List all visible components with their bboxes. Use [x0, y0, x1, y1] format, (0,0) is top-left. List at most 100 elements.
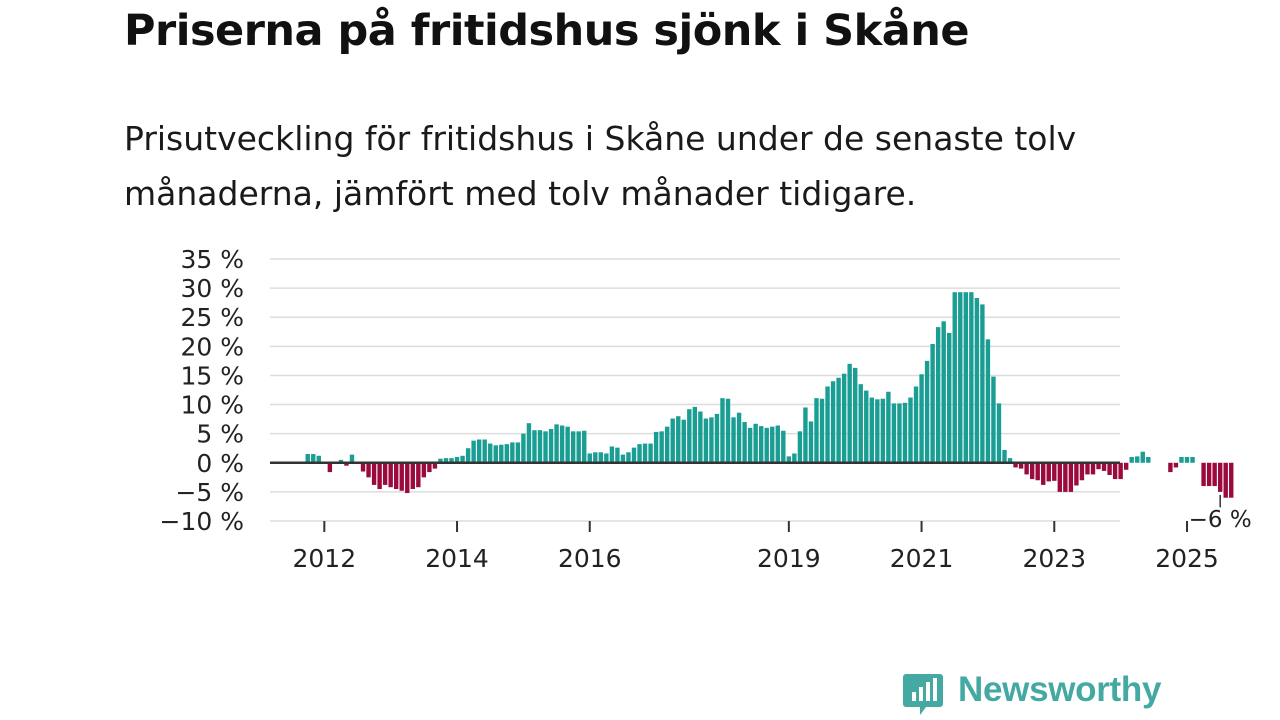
bar [499, 444, 504, 463]
bar [366, 462, 371, 478]
bar [1101, 462, 1107, 471]
bar [758, 426, 764, 463]
bar [880, 398, 886, 463]
bar [515, 442, 521, 463]
bar [609, 446, 615, 463]
bar [1112, 462, 1118, 480]
bar [996, 403, 1002, 463]
bar [559, 425, 565, 463]
chart-subtitle: Prisutveckling för fritidshus i Skåne un… [124, 119, 1077, 213]
x-tick-label: 2025 [1155, 544, 1219, 573]
bar [504, 444, 510, 463]
bar [1057, 462, 1063, 492]
bar [432, 462, 438, 469]
bar [725, 398, 731, 463]
annotation-label: −6 % [1189, 507, 1252, 533]
bar [991, 376, 996, 463]
bar [935, 327, 941, 463]
bar [1068, 462, 1074, 492]
bar [714, 413, 720, 463]
bar [947, 332, 952, 463]
bar [1173, 462, 1179, 468]
bar [1018, 462, 1024, 469]
bar [952, 292, 957, 463]
bar [864, 390, 869, 463]
bar [460, 455, 465, 463]
x-tick-label: 2019 [757, 544, 821, 573]
bar [836, 377, 841, 463]
bar [869, 397, 874, 463]
bars [305, 292, 1234, 498]
bar [615, 447, 620, 463]
bar [1007, 458, 1013, 463]
bar [642, 443, 648, 463]
bar [1146, 456, 1151, 463]
bar [410, 462, 415, 489]
bar [803, 407, 808, 463]
bar [747, 427, 753, 463]
x-tick-label: 2012 [293, 544, 357, 573]
bar [764, 427, 769, 463]
bar [797, 431, 803, 463]
bar [1140, 451, 1145, 463]
bar [382, 462, 388, 485]
bar [958, 292, 963, 463]
bar [819, 398, 825, 463]
bar [521, 433, 526, 463]
x-tick-label: 2021 [890, 544, 954, 573]
bar [360, 462, 366, 472]
bar [1024, 462, 1029, 475]
bar [593, 452, 598, 463]
bar [753, 423, 758, 463]
bar [1074, 462, 1079, 486]
bar [825, 386, 830, 463]
annotations: −6 % [1186, 494, 1255, 536]
bar [543, 431, 548, 463]
bar [670, 418, 675, 463]
bar [305, 454, 310, 463]
bar [465, 448, 471, 463]
bar [1096, 462, 1101, 470]
bar [443, 458, 449, 463]
x-tick-label: 2016 [558, 544, 622, 573]
bar [637, 444, 642, 463]
bar [969, 292, 974, 463]
bar [698, 411, 703, 463]
y-tick-label: 10 % [180, 391, 244, 420]
bar [377, 462, 382, 489]
bar [1129, 456, 1134, 463]
bar [405, 462, 410, 494]
bar [537, 430, 543, 463]
bar [570, 431, 576, 463]
bar [311, 454, 316, 463]
bar [1029, 462, 1035, 480]
y-tick-label: 15 % [180, 361, 244, 390]
y-tick-label: −5 % [175, 478, 244, 507]
bar [814, 398, 819, 463]
bar [1052, 462, 1057, 481]
bar [1046, 462, 1051, 482]
bar [736, 412, 742, 463]
bar [703, 418, 709, 463]
bar [1013, 462, 1018, 468]
bar [399, 462, 404, 491]
bar [1201, 462, 1206, 487]
bar [770, 426, 775, 463]
bar [488, 443, 493, 463]
y-tick-label: 30 % [180, 274, 244, 303]
bar [664, 426, 670, 463]
y-tick-label: 0 % [196, 449, 244, 478]
bar [980, 304, 985, 463]
bar [886, 391, 891, 463]
bar [775, 425, 780, 463]
bar [902, 402, 908, 463]
bar [653, 431, 659, 463]
bar [875, 399, 880, 463]
bar [830, 381, 836, 463]
bar [1041, 462, 1046, 485]
bar [421, 462, 427, 478]
newsworthy-logo[interactable]: Newsworthy [902, 670, 1162, 720]
bar [1002, 449, 1007, 463]
bar [1085, 462, 1090, 475]
bar [631, 447, 637, 463]
